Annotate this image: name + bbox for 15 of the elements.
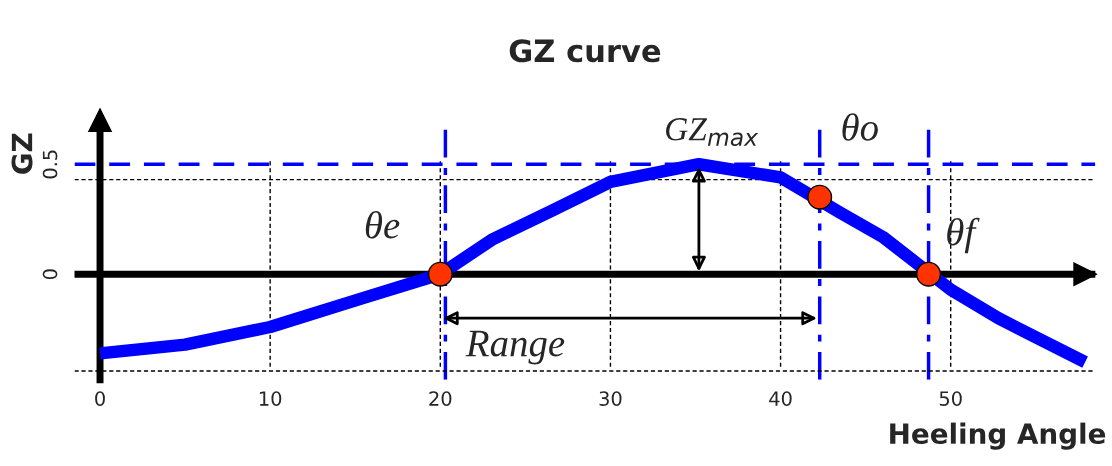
x-tick-label: 50 xyxy=(939,391,962,406)
x-tick-label: 20 xyxy=(429,391,452,406)
x-axis-title: Heeling Angle xyxy=(890,422,1106,450)
x-tick-label: 10 xyxy=(259,391,282,406)
x-tick-label: 0 xyxy=(95,391,105,406)
y-tick-label: 0.5 xyxy=(42,150,58,179)
annotation: θo xyxy=(842,113,878,141)
annotation: θf xyxy=(947,217,980,254)
x-tick-label: 30 xyxy=(599,391,622,406)
y-axis-title: GZ xyxy=(11,133,33,174)
annotation: Range xyxy=(465,330,565,365)
annotation: θe xyxy=(365,210,400,239)
annotation: GZ$_{max}$ xyxy=(666,118,759,146)
chart-title: GZ curve xyxy=(509,39,661,63)
x-tick-label: 40 xyxy=(769,391,792,406)
